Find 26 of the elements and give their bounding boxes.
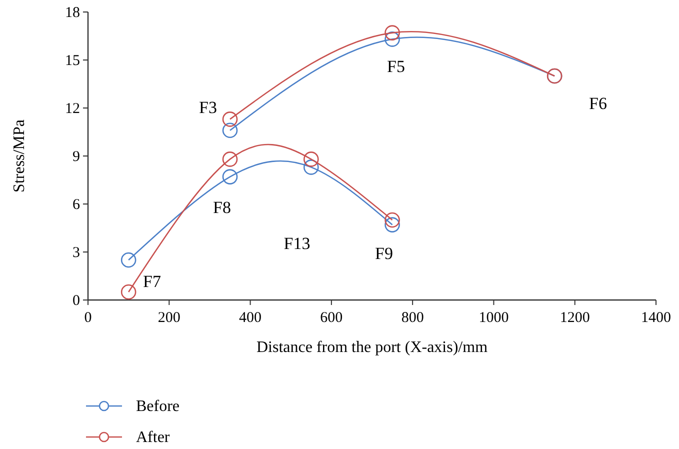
annotation: F3 [199,98,217,117]
legend-label: Before [136,398,180,415]
x-tick-label: 600 [320,310,343,326]
annotation: F9 [375,244,393,263]
y-tick-label: 6 [72,197,80,213]
x-tick-label: 1400 [641,310,671,326]
annotation: F13 [284,234,310,253]
annotation: F8 [213,198,231,217]
y-tick-label: 0 [72,293,80,309]
annotation: F7 [143,272,162,291]
x-tick-label: 200 [158,310,180,326]
x-tick-label: 800 [401,310,424,326]
x-tick-label: 400 [239,310,262,326]
annotation: F5 [387,57,405,76]
y-tick-label: 9 [72,149,80,165]
x-tick-label: 1200 [560,310,590,326]
y-tick-label: 12 [65,101,80,117]
y-tick-label: 3 [72,245,80,261]
x-tick-label: 0 [84,310,92,326]
annotation: F6 [589,94,607,113]
y-axis-title: Stress/MPa [11,120,28,192]
legend-label: After [136,429,170,446]
x-axis-title: Distance from the port (X-axis)/mm [256,339,488,356]
y-tick-label: 18 [65,5,80,21]
x-tick-label: 1000 [478,310,509,326]
y-tick-label: 15 [65,53,80,69]
